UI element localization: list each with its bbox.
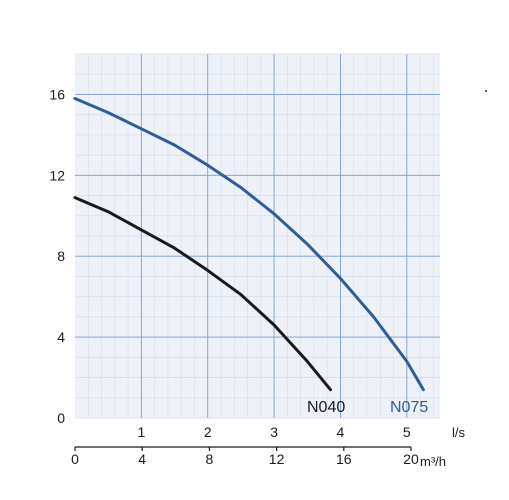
x-tick-label: 5 bbox=[403, 424, 411, 440]
x-tick-label: 1 bbox=[137, 424, 145, 440]
series-lines bbox=[73, 97, 425, 392]
secondary-x-tick-label: 16 bbox=[336, 451, 352, 467]
y-tick-labels: 0 4 8 12 16 bbox=[49, 86, 65, 426]
secondary-x-axis: 0 4 8 12 16 20 bbox=[71, 446, 419, 467]
x-tick-labels: 1 2 3 4 5 bbox=[137, 424, 410, 440]
major-gridlines bbox=[75, 54, 440, 418]
y-tick-label: 16 bbox=[49, 86, 65, 102]
x-tick-label: 3 bbox=[270, 424, 278, 440]
secondary-x-axis-unit-label: m³/h bbox=[420, 454, 446, 469]
secondary-x-tick-label: 12 bbox=[269, 451, 285, 467]
x-tick-label: 4 bbox=[337, 424, 345, 440]
x-axis-unit-label: l/s bbox=[452, 425, 466, 440]
decorative-dot bbox=[485, 90, 487, 92]
y-tick-label: 8 bbox=[57, 248, 65, 264]
secondary-x-tick-label: 20 bbox=[403, 451, 419, 467]
series-labels: N040 N075 bbox=[307, 399, 428, 416]
secondary-x-tick-label: 4 bbox=[138, 451, 146, 467]
series-label-n040: N040 bbox=[307, 399, 345, 416]
series-line-n040 bbox=[73, 196, 332, 392]
secondary-x-tick-label: 8 bbox=[206, 451, 214, 467]
y-tick-label: 0 bbox=[57, 410, 65, 426]
y-tick-label: 4 bbox=[57, 329, 65, 345]
x-tick-label: 2 bbox=[204, 424, 212, 440]
secondary-x-tick-label: 0 bbox=[71, 451, 79, 467]
series-label-n075: N075 bbox=[390, 399, 428, 416]
y-tick-label: 12 bbox=[49, 167, 65, 183]
series-line-n075 bbox=[73, 97, 425, 392]
